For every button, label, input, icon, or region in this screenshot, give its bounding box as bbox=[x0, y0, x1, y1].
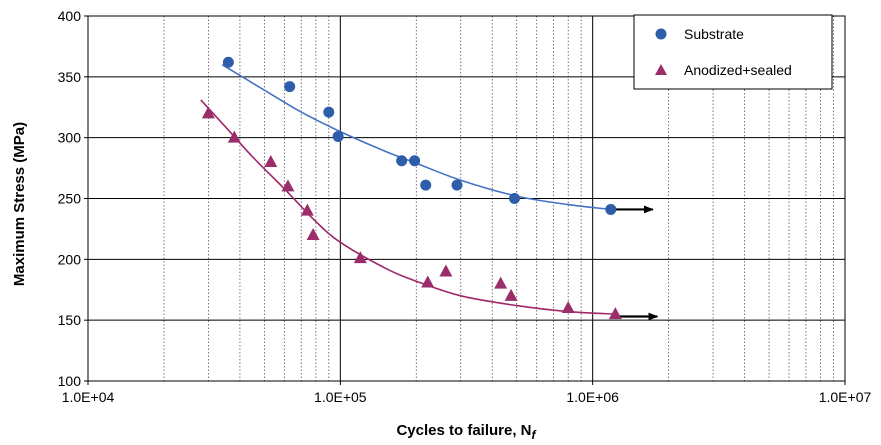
data-point-substrate bbox=[605, 203, 617, 215]
data-point-anodized bbox=[300, 203, 314, 216]
data-point-substrate bbox=[222, 56, 234, 68]
y-axis-title: Maximum Stress (MPa) bbox=[11, 122, 28, 286]
y-tick-label: 400 bbox=[58, 8, 82, 24]
x-axis-title-text: Cycles to failure, N bbox=[396, 422, 531, 439]
data-points bbox=[201, 56, 622, 320]
data-point-substrate bbox=[508, 193, 520, 204]
data-point-anodized bbox=[264, 155, 278, 167]
data-point-substrate bbox=[284, 81, 296, 93]
x-tick-label: 1.0E+05 bbox=[314, 389, 367, 405]
x-axis-title-subscript: f bbox=[532, 428, 537, 442]
legend-label-anodized: Anodized+sealed bbox=[684, 62, 792, 78]
data-point-anodized bbox=[561, 301, 575, 313]
data-point-anodized bbox=[504, 288, 518, 301]
trend-lines bbox=[200, 64, 616, 315]
data-point-anodized bbox=[306, 228, 320, 240]
x-axis-title: Cycles to failure, Nf bbox=[396, 422, 536, 442]
data-point-anodized bbox=[201, 106, 215, 119]
data-point-anodized bbox=[421, 275, 435, 288]
data-point-anodized bbox=[494, 276, 508, 289]
data-point-anodized bbox=[608, 307, 622, 320]
y-tick-label: 200 bbox=[58, 251, 82, 267]
data-point-substrate bbox=[323, 106, 335, 118]
x-tick-label: 1.0E+06 bbox=[566, 389, 619, 405]
y-tick-label: 350 bbox=[58, 69, 82, 85]
legend-marker-anodized bbox=[655, 64, 667, 75]
x-tick-label: 1.0E+07 bbox=[819, 389, 872, 405]
data-point-anodized bbox=[227, 130, 241, 143]
data-point-substrate bbox=[451, 179, 463, 191]
data-point-anodized bbox=[353, 251, 367, 264]
legend-label-substrate: Substrate bbox=[684, 26, 744, 42]
legend: Substrate Anodized+sealed bbox=[633, 14, 833, 90]
legend-marker-substrate bbox=[655, 28, 667, 40]
data-point-substrate bbox=[420, 179, 432, 191]
y-tick-label: 100 bbox=[58, 373, 82, 389]
runout-arrows bbox=[610, 205, 659, 321]
data-point-anodized bbox=[439, 264, 453, 277]
data-point-substrate bbox=[396, 155, 408, 167]
y-tick-label: 250 bbox=[58, 191, 82, 207]
tick-labels: 100 150 200 250 300 350 400 1.0E+04 1.0E+05 1.0E+… bbox=[58, 8, 872, 405]
legend-box bbox=[633, 14, 833, 90]
x-tick-label: 1.0E+04 bbox=[62, 389, 115, 405]
data-point-anodized bbox=[281, 179, 295, 192]
y-tick-label: 300 bbox=[58, 130, 82, 146]
data-point-substrate bbox=[332, 130, 344, 142]
data-point-substrate bbox=[409, 155, 421, 167]
y-tick-label: 150 bbox=[58, 312, 82, 328]
